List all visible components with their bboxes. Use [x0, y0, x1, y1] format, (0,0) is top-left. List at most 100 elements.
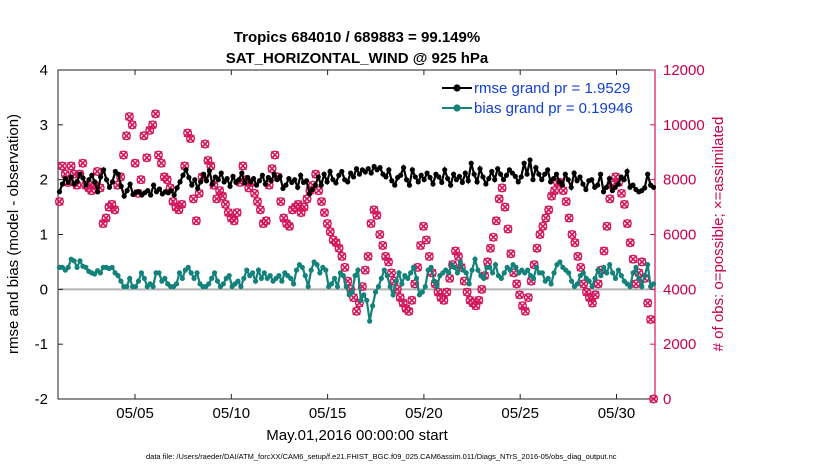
bias-point — [384, 273, 390, 279]
rmse-point — [545, 167, 551, 173]
rmse-point — [156, 186, 163, 192]
y2-tick-label: 10000 — [663, 117, 705, 134]
obs-possible-point — [101, 213, 111, 223]
obs-possible-point — [599, 246, 609, 256]
obs-assimilated-point — [623, 219, 632, 228]
legend-rmse-label: rmse grand pr = 1.9529 — [474, 80, 630, 97]
obs-assimilated-point — [154, 150, 163, 160]
obs-assimilated-point — [439, 296, 449, 305]
obs-possible-point — [142, 153, 152, 163]
bias-point — [396, 270, 402, 276]
bias-point — [533, 264, 540, 270]
rmse-point — [174, 185, 180, 191]
obs-assimilated-point — [602, 222, 612, 231]
obs-assimilated-point — [372, 211, 382, 220]
obs-possible-point — [191, 216, 201, 226]
obs-possible-point — [637, 257, 647, 267]
obs-possible-point — [153, 150, 163, 160]
obs-possible-point — [622, 219, 632, 229]
obs-possible-point — [416, 240, 426, 250]
footer-datafile: data file: /Users/raeder/DAI/ATM_forcXX/… — [146, 452, 617, 461]
bias-point — [226, 273, 232, 279]
bias-point — [323, 267, 329, 273]
rmse-point — [150, 182, 157, 188]
chart-title: Tropics 684010 / 689883 = 99.149% — [234, 29, 480, 46]
rmse-point — [474, 179, 480, 185]
bias-point — [235, 278, 241, 284]
obs-assimilated-point — [142, 153, 151, 162]
obs-assimilated-point — [323, 219, 332, 228]
rmse-point — [171, 192, 177, 198]
rmse-point — [462, 170, 468, 176]
obs-assimilated-point — [276, 197, 285, 206]
bias-point — [65, 264, 71, 270]
obs-assimilated-point — [157, 159, 166, 168]
bias-point — [74, 264, 80, 270]
obs-assimilated-point — [407, 296, 416, 305]
obs-possible-point — [162, 175, 172, 185]
rmse-point — [398, 172, 404, 178]
rmse-point — [56, 189, 63, 195]
bias-point — [314, 262, 320, 268]
obs-assimilated-point — [314, 186, 323, 195]
bias-point — [220, 281, 226, 287]
bias-point — [276, 273, 282, 279]
obs-assimilated-point — [576, 263, 585, 272]
obs-assimilated-point — [119, 150, 128, 160]
rmse-point — [103, 177, 110, 183]
bias-point — [214, 278, 221, 284]
bias-point — [633, 264, 639, 270]
rmse-point — [577, 174, 583, 180]
bias-point — [71, 258, 77, 264]
bias-point — [645, 262, 651, 268]
obs-assimilated-point — [573, 252, 582, 261]
plot-area — [57, 69, 656, 400]
rmse-point — [339, 168, 345, 175]
obs-assimilated-point — [256, 205, 265, 214]
bias-point — [367, 318, 373, 324]
rmse-point — [77, 171, 83, 177]
rmse-point — [459, 179, 465, 186]
obs-possible-point — [649, 394, 659, 404]
rmse-point — [106, 184, 113, 190]
bias-point — [481, 275, 487, 281]
rmse-point — [198, 179, 204, 185]
bias-point — [179, 275, 185, 281]
rmse-point — [224, 175, 230, 182]
obs-possible-point — [334, 243, 344, 253]
rmse-point — [186, 174, 192, 181]
obs-assimilated-point — [206, 161, 216, 171]
obs-possible-point — [573, 251, 583, 261]
obs-assimilated-point — [366, 219, 376, 228]
obs-possible-point — [314, 186, 324, 196]
bias-point — [539, 270, 545, 276]
bias-point — [261, 270, 267, 276]
obs-possible-point — [535, 229, 545, 239]
rmse-point — [424, 170, 430, 176]
obs-possible-point — [252, 197, 262, 207]
obs-possible-point — [159, 172, 169, 182]
obs-possible-point — [299, 202, 309, 212]
obs-possible-point — [136, 175, 146, 185]
obs-assimilated-point — [326, 227, 335, 236]
obs-possible-point — [229, 216, 239, 226]
obs-possible-point — [255, 205, 265, 215]
bias-point — [615, 267, 622, 273]
rmse-point — [445, 175, 451, 182]
y-tick-label: 4 — [40, 62, 48, 79]
bias-point — [115, 273, 121, 279]
bias-point — [162, 275, 168, 281]
obs-possible-point — [186, 134, 196, 144]
obs-assimilated-point — [200, 139, 210, 149]
obs-possible-point — [497, 183, 507, 193]
bias-point — [343, 283, 349, 290]
obs-possible-point — [500, 202, 510, 212]
bias-point — [419, 289, 425, 295]
bias-point — [375, 283, 382, 290]
rmse-point — [533, 165, 539, 171]
obs-assimilated-point — [58, 161, 67, 171]
obs-assimilated-point — [515, 290, 524, 299]
obs-assimilated-point — [334, 244, 344, 253]
rmse-point — [80, 175, 86, 181]
rmse-point — [492, 177, 498, 183]
